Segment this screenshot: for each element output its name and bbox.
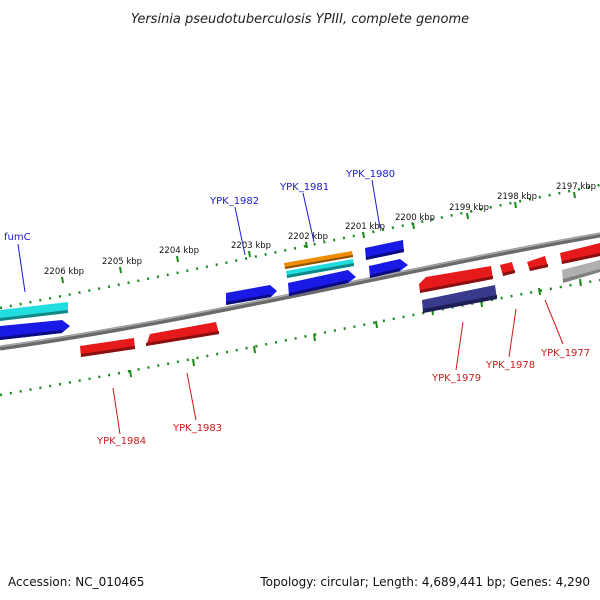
label-YPK_1979: YPK_1979 <box>431 373 481 384</box>
major-tick <box>313 333 316 342</box>
tick-label: 2198 kbp <box>497 192 537 202</box>
major-tick <box>573 191 576 199</box>
major-tick <box>119 266 122 274</box>
major-tick <box>538 287 541 296</box>
major-tick <box>579 278 582 287</box>
label-YPK_1978: YPK_1978 <box>485 360 535 371</box>
label-YPK_1982: YPK_1982 <box>209 196 259 207</box>
major-tick <box>466 212 469 220</box>
major-tick <box>362 231 365 239</box>
tick-label: 2200 kbp <box>395 213 435 223</box>
gene-red-right[interactable] <box>560 243 600 264</box>
tick-label: 2205 kbp <box>102 257 142 267</box>
gene-labels: fumC YPK_1982 YPK_1981 YPK_1980 YPK_1984… <box>4 169 590 447</box>
tick-label: 2202 kbp <box>288 232 328 242</box>
label-YPK_1981: YPK_1981 <box>279 182 329 193</box>
label-YPK_1984: YPK_1984 <box>96 436 146 447</box>
major-tick <box>176 255 179 263</box>
tick-label: 2206 kbp <box>44 267 84 277</box>
major-tick <box>248 250 251 258</box>
major-tick <box>305 241 308 249</box>
tick-label: 2197 kbp <box>556 182 596 192</box>
major-tick <box>375 320 378 329</box>
tick-label: 2199 kbp <box>449 203 489 213</box>
tick-labels: 2206 kbp 2205 kbp 2204 kbp 2203 kbp 2202 kbp… <box>44 182 596 277</box>
label-YPK_1983: YPK_1983 <box>172 423 222 434</box>
gene-fumC[interactable] <box>0 302 68 320</box>
reverse-tick-ruler <box>0 278 600 397</box>
major-tick <box>412 222 415 230</box>
accession-text: Accession: NC_010465 <box>8 575 144 589</box>
tick-label: 2201 kbp <box>345 222 385 232</box>
label-YPK_1977: YPK_1977 <box>540 348 590 359</box>
tick-label: 2203 kbp <box>231 241 271 251</box>
genome-backbone <box>0 232 600 351</box>
major-tick <box>192 358 195 367</box>
major-ticks <box>61 191 582 378</box>
map-title: Yersinia pseudotuberculosis YPIII, compl… <box>131 12 469 27</box>
major-tick <box>61 276 64 284</box>
major-tick <box>253 345 256 354</box>
label-YPK_1980: YPK_1980 <box>345 169 395 180</box>
label-connectors <box>17 179 564 435</box>
genome-summary-text: Topology: circular; Length: 4,689,441 bp… <box>259 575 590 589</box>
gene-blue-1[interactable] <box>0 320 70 340</box>
label-fumC: fumC <box>4 232 31 243</box>
major-tick <box>514 201 517 209</box>
gene-features <box>0 240 600 357</box>
major-tick <box>129 369 132 378</box>
tick-label: 2204 kbp <box>159 246 199 256</box>
gene-YPK_1980[interactable] <box>365 240 404 260</box>
gene-YPK_1979[interactable] <box>419 266 493 293</box>
